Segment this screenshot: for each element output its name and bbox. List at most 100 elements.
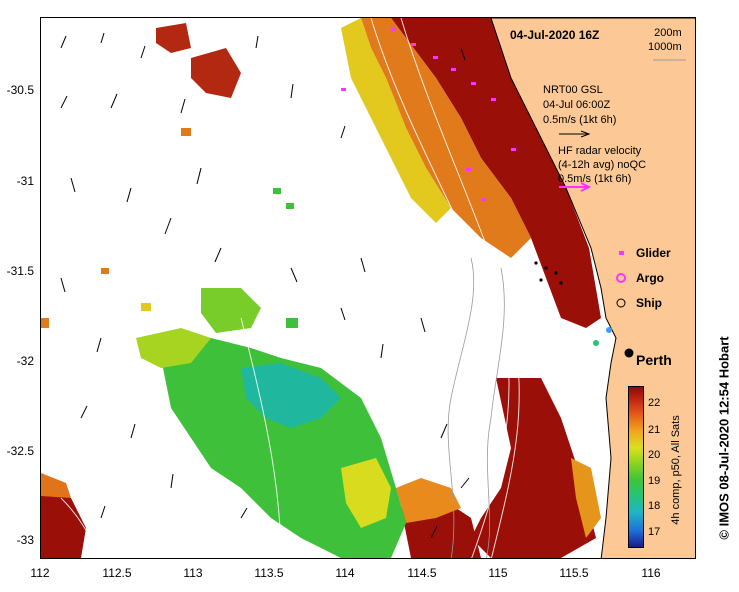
sst-cyan-core — [241, 363, 341, 428]
arrow-icon — [440, 423, 448, 439]
shelf-contours — [447, 257, 505, 558]
y-tick-label: -33 — [16, 533, 34, 547]
sst-warm-edge — [361, 18, 531, 258]
y-tick-label: -31.5 — [6, 264, 34, 278]
map-svg — [41, 18, 695, 558]
map-frame — [40, 17, 696, 559]
sst-yellowgreen — [136, 328, 211, 368]
ship-marker-icon — [616, 298, 626, 308]
sst-green-2 — [201, 288, 261, 333]
arrow-icon — [196, 167, 202, 185]
glider-marker-icon — [451, 68, 456, 71]
colorbar-tick: 20 — [648, 449, 661, 461]
y-tick-label: -32 — [16, 354, 34, 368]
sst-hot-band — [391, 18, 601, 328]
sst-south-orange-2 — [571, 458, 601, 538]
glider-marker-icon — [466, 168, 471, 171]
glider-marker-icon — [511, 148, 516, 151]
ship-markers — [534, 261, 563, 285]
arrow-icon — [580, 130, 591, 138]
radar-legend-line-2: (4-12h avg) noQC — [558, 159, 647, 171]
glider-marker-icon — [433, 56, 438, 59]
y-tick-label: -32.5 — [6, 444, 34, 458]
map-title: 04-Jul-2020 16Z — [510, 28, 600, 42]
argo-marker-icon — [606, 327, 612, 333]
arrow-icon — [80, 405, 88, 419]
x-tick-label: 112.5 — [102, 566, 132, 580]
x-tick-label: 114.5 — [407, 566, 437, 580]
glider-marker-icon — [619, 251, 624, 255]
arrow-icon — [60, 35, 67, 49]
sst-pixel — [141, 303, 151, 311]
arrow-icon — [180, 98, 186, 114]
glider-markers — [341, 28, 516, 201]
glider-legend-label: Glider — [636, 246, 671, 260]
ship-marker-icon — [554, 271, 558, 275]
contour-legend: 200m 1000m — [648, 26, 682, 54]
arrow-icon — [240, 507, 248, 519]
sst-pixel — [273, 188, 281, 194]
arrow-icon — [420, 317, 426, 333]
ship-marker-icon — [539, 278, 543, 282]
argo-marker-icon — [616, 273, 626, 283]
ship-marker-icon — [544, 266, 548, 270]
city-marker-icon — [624, 348, 634, 358]
sst-yellow-edge — [341, 18, 451, 223]
arrow-icon — [70, 177, 76, 193]
arrow-icon — [430, 525, 438, 539]
bathymetry-contours — [60, 18, 520, 558]
colorbar-tick: 19 — [648, 475, 661, 487]
arrow-icon — [164, 217, 172, 235]
arrow-icon — [460, 477, 470, 489]
credit-label: © IMOS 08-Jul-2020 12:54 Hobart — [716, 336, 732, 540]
sst-nw-hot — [191, 48, 241, 98]
colorbar-tick: 22 — [648, 397, 661, 409]
sst-nw-hot-2 — [156, 23, 191, 53]
contour-200m: 200m — [654, 27, 682, 39]
glider-marker-icon — [391, 28, 396, 31]
arrow-icon — [255, 35, 259, 49]
arrow-icon — [130, 423, 136, 439]
colorbar-tick: 17 — [648, 526, 661, 538]
arrow-icon — [60, 95, 68, 109]
arrow-icon — [96, 337, 102, 353]
radar-legend-line-3: 0.5m/s (1kt 6h) — [558, 173, 632, 185]
current-legend-line-2: 04-Jul 06:00Z — [543, 99, 611, 111]
sst-west-hot — [41, 488, 86, 558]
glider-marker-icon — [411, 43, 416, 46]
colorbar-tick: 18 — [648, 500, 661, 512]
x-tick-label: 114 — [335, 566, 355, 580]
colorbar-label: 4h comp, p50, All Sats — [670, 415, 682, 525]
sst-field — [41, 18, 601, 558]
sst-pixel — [286, 203, 294, 209]
arrow-icon — [290, 267, 298, 283]
x-tick-label: 112 — [30, 566, 50, 580]
sst-pixel — [41, 318, 49, 328]
x-tick-label: 115.5 — [559, 566, 589, 580]
arrow-icon — [100, 32, 105, 44]
arrow-icon — [340, 125, 346, 139]
land — [490, 18, 695, 558]
sst-pixel — [286, 318, 298, 328]
arrow-icon — [460, 47, 466, 61]
arrow-icon — [214, 247, 222, 263]
colorbar-tick: 21 — [648, 424, 661, 436]
arrow-icon — [580, 182, 592, 192]
argo-legend-label: Argo — [636, 271, 664, 285]
contour-1000m: 1000m — [648, 41, 682, 53]
ship-marker-icon — [559, 281, 563, 285]
y-tick-label: -30.5 — [6, 83, 34, 97]
arrow-icon — [340, 307, 346, 321]
glider-marker-icon — [471, 82, 476, 85]
x-tick-label: 113 — [183, 566, 203, 580]
argo-marker-icon — [593, 340, 599, 346]
glider-marker-icon — [341, 88, 346, 91]
current-legend-line-3: 0.5m/s (1kt 6h) — [543, 114, 617, 126]
glider-marker-icon — [481, 198, 486, 201]
x-tick-label: 116 — [641, 566, 661, 580]
arrow-icon — [140, 45, 146, 59]
glider-marker-icon — [491, 98, 496, 101]
sst-pixel — [101, 268, 109, 274]
colorbar — [628, 386, 644, 548]
sst-yellow-south — [341, 458, 391, 528]
